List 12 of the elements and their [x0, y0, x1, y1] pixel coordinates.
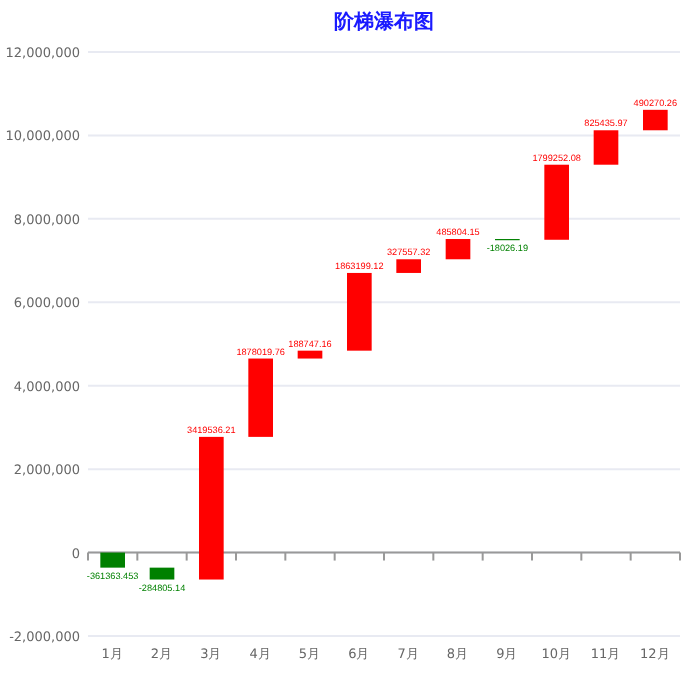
bar [544, 164, 569, 240]
bar [347, 272, 372, 351]
bar [643, 109, 668, 131]
bar [248, 358, 273, 437]
bar [199, 436, 224, 580]
chart-title: 阶梯瀑布图 [334, 10, 434, 34]
bar [396, 259, 421, 273]
bar [445, 239, 471, 260]
bar [149, 567, 175, 580]
bar [593, 130, 619, 165]
bar [100, 552, 125, 568]
bar [297, 350, 323, 359]
